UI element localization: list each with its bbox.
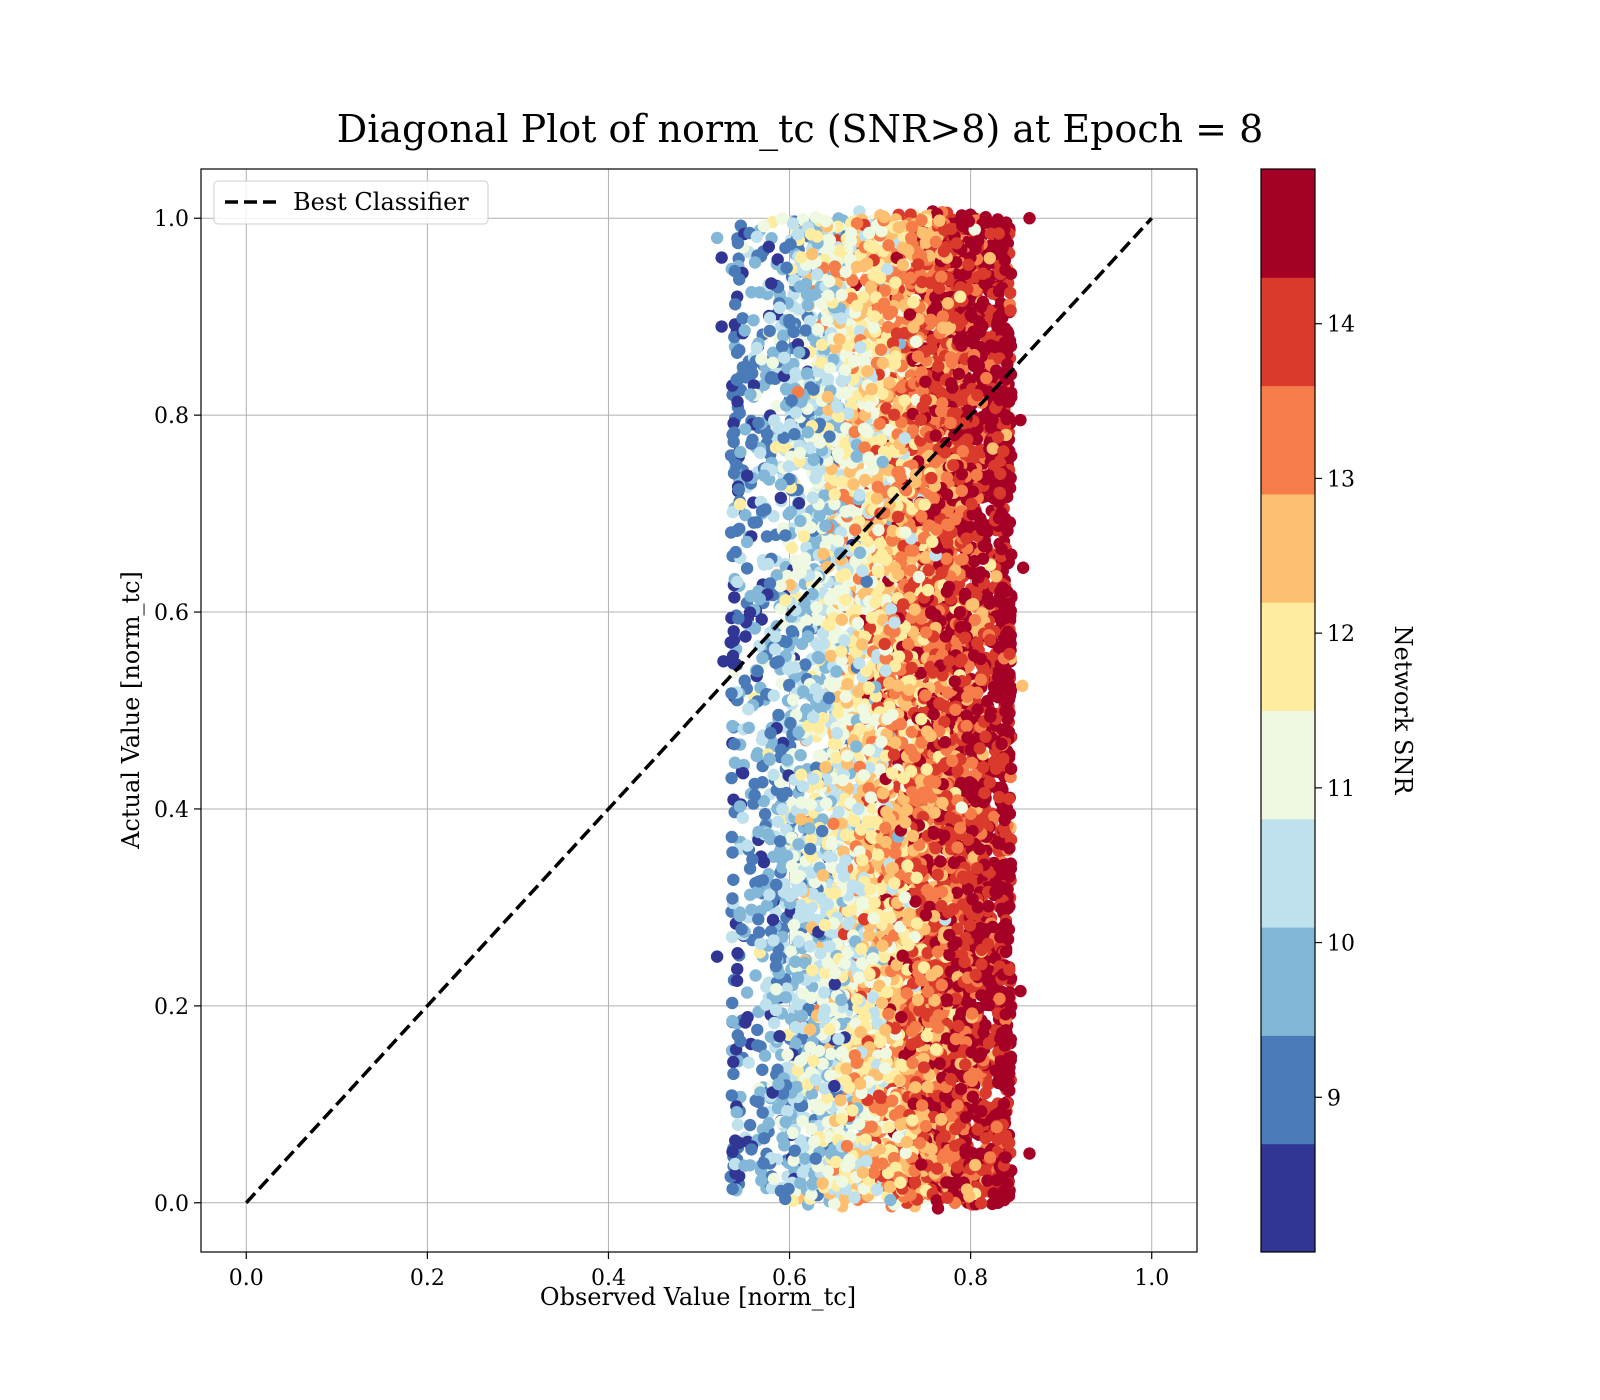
scatter-point [762,1117,775,1130]
scatter-point [732,483,746,496]
scatter-points [710,205,1036,1215]
scatter-point [760,428,774,441]
scatter-point [770,400,784,413]
scatter-point [728,756,742,769]
scatter-point [828,1197,841,1210]
scatter-point [779,382,793,396]
scatter-point [768,1016,781,1030]
scatter-point [756,1063,769,1077]
scatter-point [760,530,774,543]
scatter-point [754,1086,767,1099]
scatter-point [769,630,782,643]
scatter-point [727,1067,740,1081]
scatter-point [805,1088,818,1101]
scatter-point [748,256,762,269]
scatter-point [727,625,740,638]
plot-area [200,168,1198,1253]
scatter-point [810,601,823,614]
scatter-point [726,719,739,733]
scatter-point [749,969,762,982]
scatter-point [785,541,799,555]
scatter-point [756,651,769,665]
scatter-point [822,533,836,547]
scatter-point [774,743,788,756]
scatter-point [725,930,739,944]
scatter-point [736,312,749,325]
scatter-point [742,1056,755,1069]
scatter-point [743,1118,757,1132]
scatter-point [771,253,784,266]
scatter-point [739,508,752,522]
scatter-point [727,1055,740,1069]
chart-title: Diagonal Plot of norm_tc (SNR>8) at Epoc… [337,107,1264,152]
scatter-point [784,578,797,592]
scatter-point [768,643,782,656]
scatter-point [1004,304,1017,317]
scatter-point [745,437,758,450]
scatter-point [751,1023,764,1037]
scatter-point [747,314,760,327]
scatter-point [763,311,777,325]
